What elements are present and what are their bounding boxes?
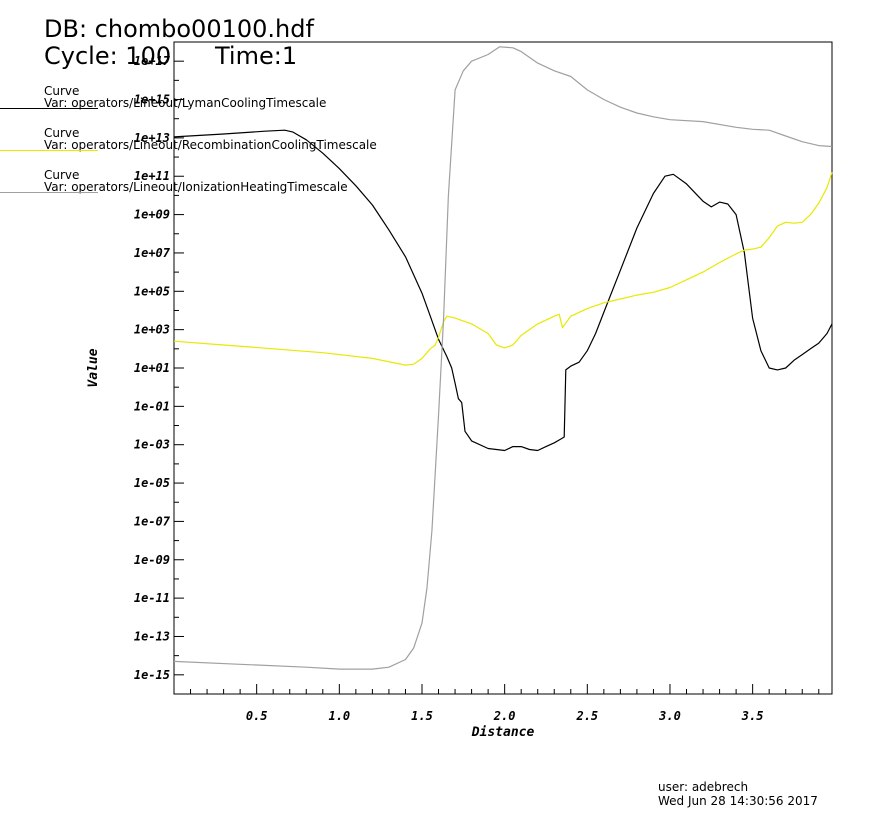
- y-tick-label: 1e-07: [134, 514, 171, 528]
- y-tick-label: 1e+03: [134, 323, 170, 337]
- x-tick-label: 3.0: [658, 709, 681, 723]
- legend-var-2: Var: operators/Lineout/RecombinationCool…: [44, 138, 377, 152]
- y-tick-label: 1e+11: [134, 169, 170, 183]
- y-tick-label: 1e+01: [134, 361, 170, 375]
- cycle-label: Cycle: 100: [44, 42, 172, 70]
- y-tick-label: 1e+15: [134, 93, 170, 107]
- x-tick-label: 3.5: [741, 709, 764, 723]
- x-tick-label: 0.5: [246, 709, 268, 723]
- y-axis-title: Value: [86, 348, 101, 387]
- footer-user: user: adebrech: [658, 780, 749, 794]
- series-line-3: [173, 46, 833, 670]
- legend-swatch-3: [0, 192, 98, 193]
- y-tick-label: 1e+09: [134, 208, 170, 222]
- x-tick-label: 1.5: [411, 709, 433, 723]
- footer-date: Wed Jun 28 14:30:56 2017: [658, 794, 818, 808]
- y-tick-label: 1e-03: [134, 438, 170, 452]
- series-line-1: [173, 129, 833, 452]
- legend-var-1: Var: operators/Lineout/LymanCoolingTimes…: [44, 96, 327, 110]
- time-label: Time:1: [215, 42, 298, 70]
- series-line-2: [173, 172, 833, 366]
- y-tick-label: 1e+05: [134, 284, 170, 298]
- y-tick-label: 1e+07: [134, 246, 171, 260]
- y-tick-label: 1e+13: [134, 131, 170, 145]
- legend-swatch-2: [0, 150, 98, 151]
- axis-layer: 0.5 1.0 1.5 2.0 2.5 3.0 3.5 1e+17 1e+15 1e+13 1e+1…: [134, 54, 820, 723]
- legend-swatch-1: [0, 108, 98, 109]
- y-tick-label: 1e-11: [134, 591, 170, 605]
- x-tick-label: 2.5: [575, 709, 598, 723]
- x-tick-label: 1.0: [328, 709, 350, 723]
- x-tick-label: 2.0: [493, 709, 516, 723]
- legend-title-2: Curve: [44, 126, 80, 140]
- y-tick-label: 1e-05: [134, 476, 170, 490]
- y-tick-label: 1e-13: [134, 629, 170, 643]
- series-layer: [173, 46, 833, 670]
- x-axis-title: Distance: [471, 725, 535, 740]
- legend-var-3: Var: operators/Lineout/IonizationHeating…: [44, 180, 348, 194]
- database-title: DB: chombo00100.hdf: [44, 15, 314, 43]
- y-tick-label: 1e+17: [134, 54, 171, 68]
- y-tick-label: 1e-15: [134, 668, 170, 682]
- legend-title-3: Curve: [44, 168, 80, 182]
- plot-frame: [173, 41, 833, 695]
- legend-title-1: Curve: [44, 84, 80, 98]
- y-tick-label: 1e-09: [134, 553, 170, 567]
- y-tick-label: 1e-01: [134, 399, 170, 413]
